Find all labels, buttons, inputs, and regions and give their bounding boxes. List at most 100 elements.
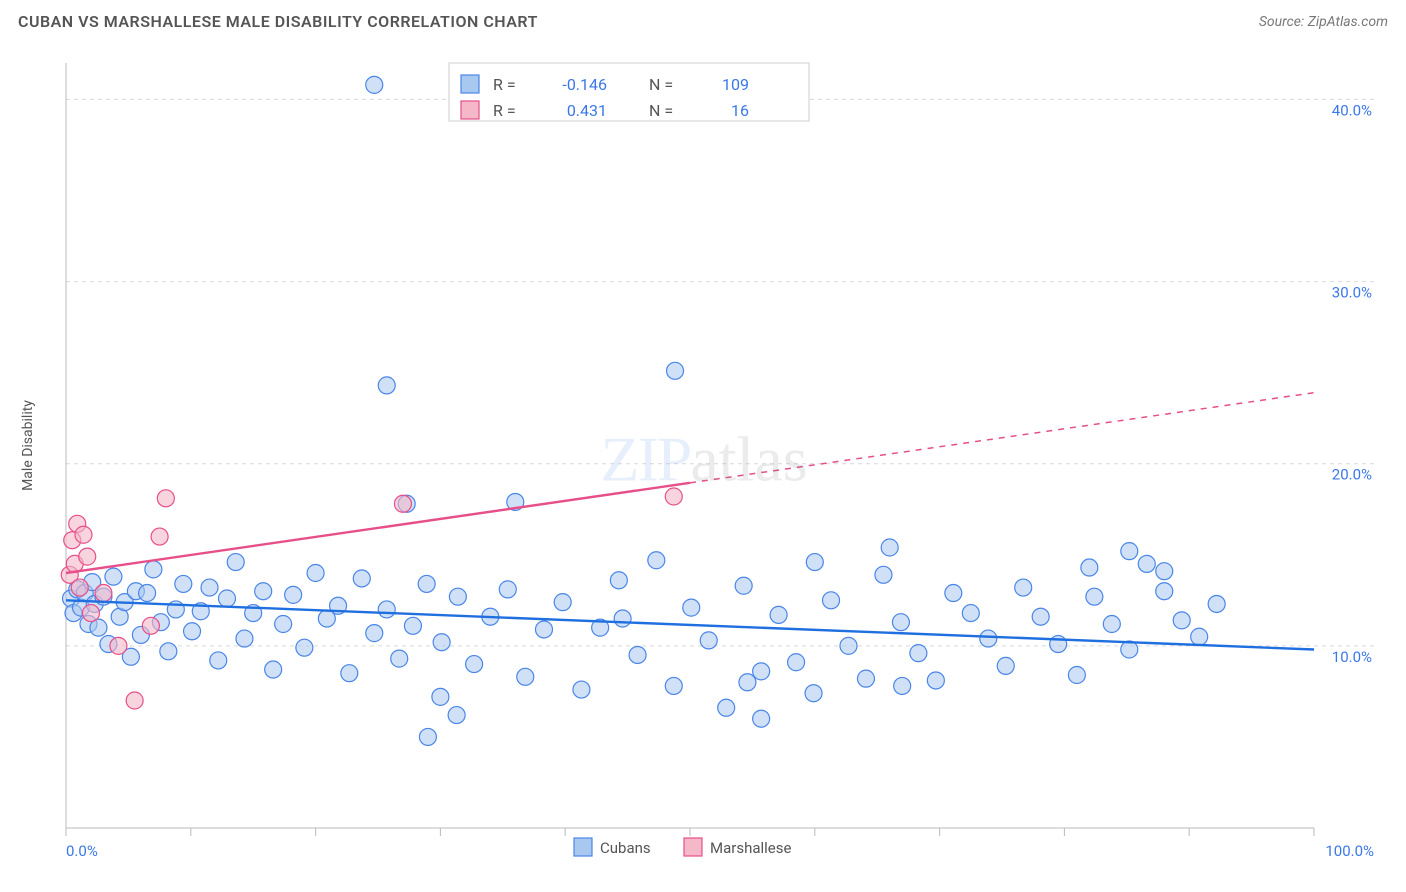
data-point	[648, 552, 665, 569]
chart-header: CUBAN VS MARSHALLESE MALE DISABILITY COR…	[0, 0, 1406, 43]
data-point	[201, 579, 218, 596]
data-point	[145, 561, 162, 578]
chart-container: ZIPatlas 10.0%20.0%30.0%40.0%0.0%100.0%M…	[14, 43, 1394, 883]
data-point	[573, 681, 590, 698]
data-point	[82, 605, 99, 622]
data-point	[1156, 563, 1173, 580]
data-point	[739, 674, 756, 691]
data-point	[1086, 588, 1103, 605]
data-point	[378, 601, 395, 618]
data-point	[997, 657, 1014, 674]
data-point	[823, 592, 840, 609]
data-point	[1103, 616, 1120, 633]
ytick-label: 30.0%	[1332, 284, 1372, 302]
data-point	[962, 605, 979, 622]
chart-source: Source: ZipAtlas.com	[1259, 14, 1388, 30]
data-point	[366, 625, 383, 642]
legend-label: Marshallese	[710, 839, 791, 857]
data-point	[418, 575, 435, 592]
data-point	[1138, 555, 1155, 572]
data-point	[210, 652, 227, 669]
data-point	[433, 634, 450, 651]
data-point	[1081, 559, 1098, 576]
data-point	[1156, 583, 1173, 600]
data-point	[285, 586, 302, 603]
data-point	[175, 575, 192, 592]
data-point	[1015, 579, 1032, 596]
data-point	[892, 614, 909, 631]
legend-swatch	[684, 838, 702, 856]
stats-r-label: R =	[493, 101, 516, 120]
ytick-label: 40.0%	[1332, 101, 1372, 119]
data-point	[857, 670, 874, 687]
source-label: Source:	[1259, 14, 1304, 30]
data-point	[419, 728, 436, 745]
ytick-label: 10.0%	[1332, 648, 1372, 666]
data-point	[718, 699, 735, 716]
data-point	[151, 528, 168, 545]
stats-n-value: 109	[722, 75, 749, 94]
data-point	[788, 654, 805, 671]
data-point	[95, 585, 112, 602]
trend-line-dashed	[690, 393, 1314, 483]
data-point	[255, 583, 272, 600]
data-point	[927, 672, 944, 689]
data-point	[910, 645, 927, 662]
data-point	[894, 677, 911, 694]
data-point	[218, 590, 235, 607]
data-point	[700, 632, 717, 649]
chart-title: CUBAN VS MARSHALLESE MALE DISABILITY COR…	[18, 12, 538, 31]
stats-r-label: R =	[493, 75, 516, 94]
data-point	[614, 610, 631, 627]
data-point	[142, 617, 159, 634]
data-point	[366, 76, 383, 93]
data-point	[466, 656, 483, 673]
data-point	[75, 526, 92, 543]
data-point	[980, 630, 997, 647]
data-point	[753, 710, 770, 727]
data-point	[353, 570, 370, 587]
stats-r-value: -0.146	[562, 75, 607, 94]
data-point	[945, 585, 962, 602]
data-point	[404, 617, 421, 634]
data-point	[554, 594, 571, 611]
data-point	[1032, 608, 1049, 625]
data-point	[341, 665, 358, 682]
data-point	[184, 623, 201, 640]
chart-svg: 10.0%20.0%30.0%40.0%0.0%100.0%Male Disab…	[14, 43, 1394, 883]
data-point	[275, 616, 292, 633]
data-point	[805, 685, 822, 702]
data-point	[610, 572, 627, 589]
data-point	[71, 579, 88, 596]
data-point	[665, 488, 682, 505]
data-point	[499, 581, 516, 598]
data-point	[391, 650, 408, 667]
legend-swatch	[574, 838, 592, 856]
xtick-label: 0.0%	[66, 842, 98, 860]
data-point	[227, 554, 244, 571]
stats-n-label: N =	[649, 101, 673, 120]
data-point	[517, 668, 534, 685]
data-point	[667, 362, 684, 379]
legend-swatch	[461, 75, 479, 93]
data-point	[1068, 667, 1085, 684]
xtick-label: 100.0%	[1325, 842, 1374, 860]
stats-n-value: 16	[731, 101, 749, 120]
data-point	[665, 677, 682, 694]
data-point	[1173, 612, 1190, 629]
data-point	[770, 606, 787, 623]
data-point	[629, 646, 646, 663]
legend-swatch	[461, 101, 479, 119]
data-point	[236, 630, 253, 647]
data-point	[157, 490, 174, 507]
legend-label: Cubans	[600, 839, 651, 857]
data-point	[432, 688, 449, 705]
data-point	[448, 707, 465, 724]
data-point	[806, 554, 823, 571]
data-point	[1208, 595, 1225, 612]
data-point	[378, 377, 395, 394]
data-point	[875, 566, 892, 583]
data-point	[1191, 628, 1208, 645]
data-point	[110, 637, 127, 654]
source-value: ZipAtlas.com	[1308, 14, 1388, 30]
